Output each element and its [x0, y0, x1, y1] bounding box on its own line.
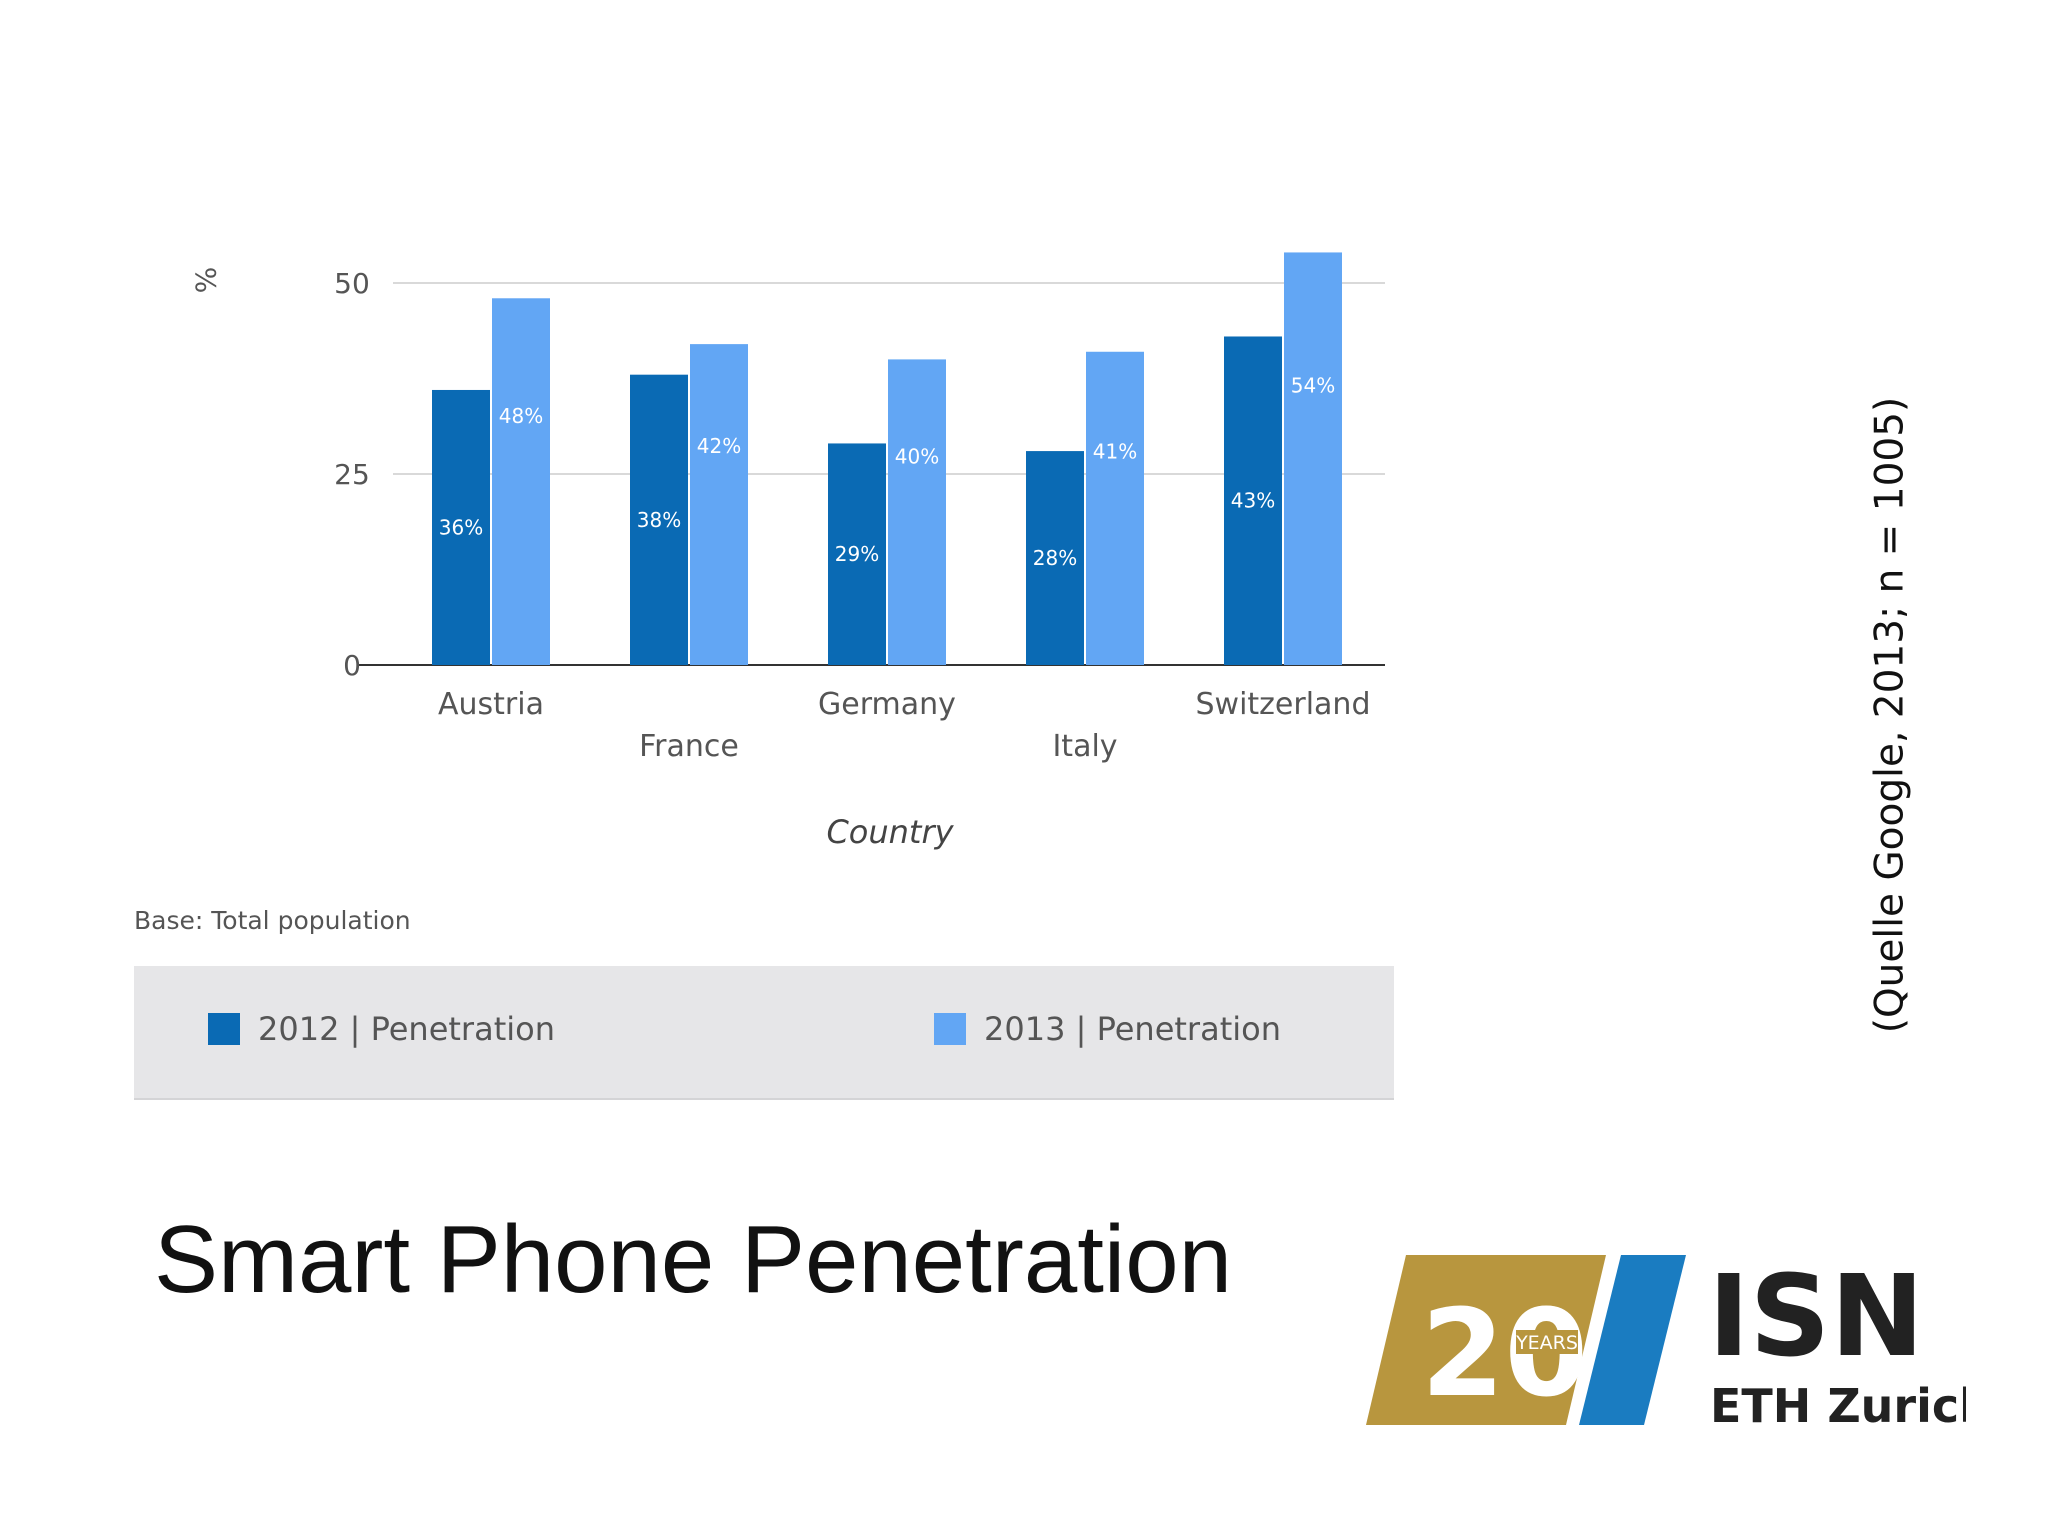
legend-item-2013: 2013 | Penetration	[934, 1010, 1281, 1048]
x-axis-categories: Austria France Germany Italy Switzerland	[438, 687, 1370, 764]
isn-eth-logo: 20 YEARS ISN ETH Zurich	[1366, 1252, 1966, 1433]
bar	[492, 298, 550, 665]
legend-label-2013: 2013 | Penetration	[984, 1010, 1281, 1048]
bars	[432, 252, 1342, 665]
x-category-label: Germany	[818, 687, 956, 722]
y-tick-label: 0	[343, 649, 361, 682]
x-category-label: France	[639, 729, 739, 764]
data-label: 29%	[835, 542, 879, 566]
bar	[630, 374, 688, 665]
bar	[1026, 451, 1084, 665]
y-tick-label: 25	[334, 458, 370, 491]
logo-gold-block	[1366, 1255, 1606, 1425]
legend-label-2012: 2012 | Penetration	[258, 1010, 555, 1048]
bar	[432, 389, 490, 665]
logo-years-backing	[1516, 1330, 1578, 1354]
x-category-label: Switzerland	[1196, 687, 1371, 722]
data-label: 28%	[1033, 546, 1077, 570]
logo-blue-stripe	[1579, 1255, 1686, 1425]
data-label: 41%	[1093, 439, 1137, 463]
bar-chart: 0 25 50 36% 48% 38% 42% 29% 40% 28% 41% 43% 54% Aus…	[189, 252, 1385, 851]
data-label: 54%	[1291, 374, 1335, 398]
logo-number: 20	[1421, 1285, 1588, 1424]
data-label: 36%	[439, 515, 483, 539]
x-category-label: Austria	[438, 687, 544, 722]
bar	[1224, 336, 1282, 665]
logo-years-text: YEARS	[1515, 1332, 1578, 1354]
slide-title: Smart Phone Penetration	[154, 1206, 1232, 1313]
y-axis-label: %	[189, 267, 222, 294]
data-label: 48%	[499, 404, 543, 428]
legend-swatch-2012	[208, 1013, 240, 1045]
bar	[1284, 252, 1342, 665]
bar	[828, 443, 886, 665]
x-category-label: Italy	[1052, 729, 1117, 764]
data-label: 43%	[1231, 489, 1275, 513]
y-tick-label: 50	[334, 267, 370, 300]
base-note: Base: Total population	[134, 906, 411, 935]
data-labels: 36% 48% 38% 42% 29% 40% 28% 41% 43% 54%	[439, 374, 1335, 570]
bar	[1086, 351, 1144, 665]
data-label: 38%	[637, 508, 681, 532]
legend-swatch-2013	[934, 1013, 966, 1045]
y-axis-ticks: 0 25 50	[334, 267, 370, 682]
logo-name: ISN	[1708, 1252, 1924, 1382]
data-label: 42%	[697, 434, 741, 458]
x-axis-title: Country	[826, 813, 954, 851]
logo-subtitle: ETH Zurich	[1710, 1379, 1966, 1433]
bar	[888, 359, 946, 665]
source-note: (Quelle Google, 2013; n = 1005)	[1867, 396, 1913, 1034]
chart-legend: 2012 | Penetration 2013 | Penetration	[134, 966, 1394, 1100]
legend-item-2012: 2012 | Penetration	[208, 1010, 555, 1048]
bar	[690, 344, 748, 665]
data-label: 40%	[895, 444, 939, 468]
